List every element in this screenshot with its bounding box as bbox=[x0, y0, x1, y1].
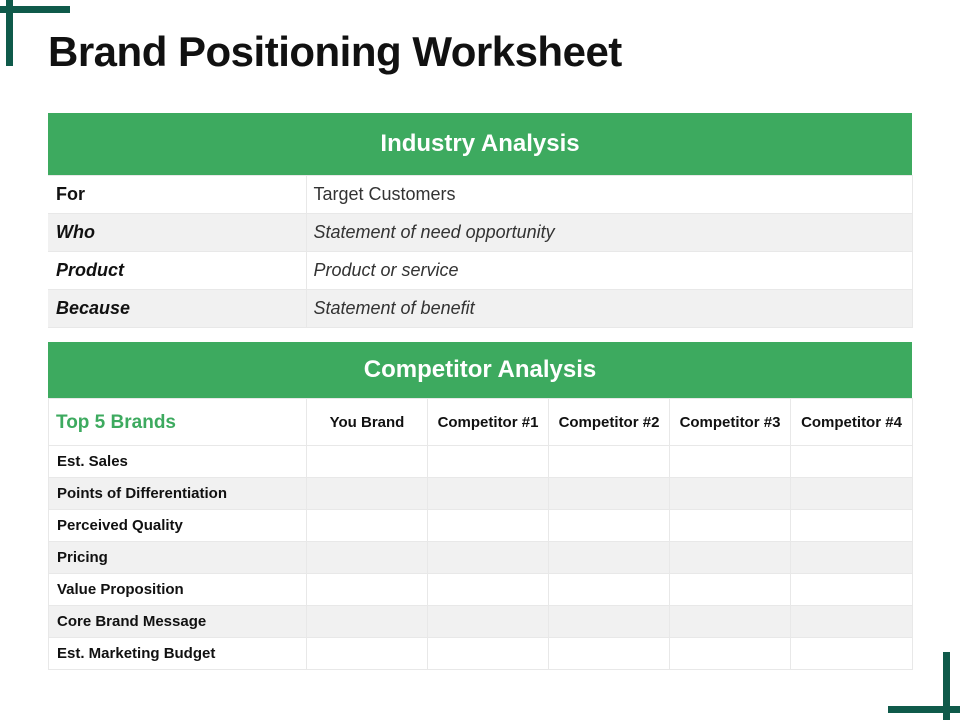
competitor-analysis-header: Competitor Analysis bbox=[48, 342, 912, 398]
table-cell[interactable] bbox=[669, 509, 791, 542]
table-cell[interactable] bbox=[427, 509, 549, 542]
table-cell[interactable] bbox=[790, 445, 913, 478]
row-label: Perceived Quality bbox=[48, 509, 307, 542]
table-cell[interactable] bbox=[790, 637, 913, 670]
table-row: Est. Marketing Budget bbox=[48, 637, 913, 670]
table-cell[interactable] bbox=[669, 477, 791, 510]
industry-row-label: Because bbox=[48, 289, 307, 328]
corner-accent-bottom-right-horizontal bbox=[888, 706, 960, 713]
table-cell[interactable] bbox=[669, 541, 791, 574]
competitor-analysis-section: Competitor Analysis Top 5 Brands You Bra… bbox=[48, 342, 913, 670]
table-row: Perceived Quality bbox=[48, 509, 913, 542]
row-label: Est. Marketing Budget bbox=[48, 637, 307, 670]
industry-row-value: Product or service bbox=[306, 251, 913, 290]
table-cell[interactable] bbox=[790, 573, 913, 606]
table-row: Core Brand Message bbox=[48, 605, 913, 638]
row-label: Core Brand Message bbox=[48, 605, 307, 638]
top-brands-label: Top 5 Brands bbox=[48, 398, 307, 446]
industry-row-value: Statement of need opportunity bbox=[306, 213, 913, 252]
industry-row-label: Who bbox=[48, 213, 307, 252]
table-cell[interactable] bbox=[306, 541, 428, 574]
table-row: Value Proposition bbox=[48, 573, 913, 606]
corner-accent-top-left-horizontal bbox=[0, 6, 70, 13]
column-header: Competitor #4 bbox=[790, 398, 913, 446]
table-cell[interactable] bbox=[548, 445, 670, 478]
table-row: Pricing bbox=[48, 541, 913, 574]
table-cell[interactable] bbox=[669, 637, 791, 670]
column-header: You Brand bbox=[306, 398, 428, 446]
table-row: For Target Customers bbox=[48, 175, 913, 214]
table-cell[interactable] bbox=[427, 477, 549, 510]
table-cell[interactable] bbox=[548, 573, 670, 606]
table-cell[interactable] bbox=[306, 445, 428, 478]
table-cell[interactable] bbox=[790, 541, 913, 574]
industry-row-value: Statement of benefit bbox=[306, 289, 913, 328]
table-cell[interactable] bbox=[306, 573, 428, 606]
industry-analysis-header: Industry Analysis bbox=[48, 113, 912, 175]
row-label: Pricing bbox=[48, 541, 307, 574]
table-cell[interactable] bbox=[427, 637, 549, 670]
table-cell[interactable] bbox=[669, 573, 791, 606]
table-cell[interactable] bbox=[669, 605, 791, 638]
row-label: Points of Differentiation bbox=[48, 477, 307, 510]
industry-row-label: Product bbox=[48, 251, 307, 290]
table-cell[interactable] bbox=[306, 509, 428, 542]
table-cell[interactable] bbox=[790, 509, 913, 542]
table-cell[interactable] bbox=[548, 477, 670, 510]
table-cell[interactable] bbox=[548, 605, 670, 638]
industry-row-label: For bbox=[48, 175, 307, 214]
industry-analysis-table: For Target Customers Who Statement of ne… bbox=[48, 175, 913, 328]
table-cell[interactable] bbox=[790, 477, 913, 510]
industry-row-value: Target Customers bbox=[306, 175, 913, 214]
table-row: Est. Sales bbox=[48, 445, 913, 478]
table-row: Who Statement of need opportunity bbox=[48, 213, 913, 252]
row-label: Est. Sales bbox=[48, 445, 307, 478]
table-cell[interactable] bbox=[427, 605, 549, 638]
competitor-header-row: Top 5 Brands You Brand Competitor #1 Com… bbox=[48, 398, 913, 446]
table-cell[interactable] bbox=[548, 637, 670, 670]
table-cell[interactable] bbox=[427, 445, 549, 478]
table-row: Because Statement of benefit bbox=[48, 289, 913, 328]
table-row: Points of Differentiation bbox=[48, 477, 913, 510]
table-cell[interactable] bbox=[548, 541, 670, 574]
table-row: Product Product or service bbox=[48, 251, 913, 290]
column-header: Competitor #1 bbox=[427, 398, 549, 446]
corner-accent-top-left-vertical bbox=[6, 0, 13, 66]
row-label: Value Proposition bbox=[48, 573, 307, 606]
column-header: Competitor #2 bbox=[548, 398, 670, 446]
table-cell[interactable] bbox=[427, 541, 549, 574]
table-cell[interactable] bbox=[306, 637, 428, 670]
corner-accent-bottom-right-vertical bbox=[943, 652, 950, 720]
table-cell[interactable] bbox=[427, 573, 549, 606]
column-header: Competitor #3 bbox=[669, 398, 791, 446]
page-title: Brand Positioning Worksheet bbox=[48, 28, 622, 75]
table-cell[interactable] bbox=[669, 445, 791, 478]
competitor-analysis-table: Top 5 Brands You Brand Competitor #1 Com… bbox=[48, 398, 913, 670]
table-cell[interactable] bbox=[790, 605, 913, 638]
table-cell[interactable] bbox=[306, 477, 428, 510]
industry-analysis-section: Industry Analysis For Target Customers W… bbox=[48, 113, 913, 328]
table-cell[interactable] bbox=[548, 509, 670, 542]
table-cell[interactable] bbox=[306, 605, 428, 638]
